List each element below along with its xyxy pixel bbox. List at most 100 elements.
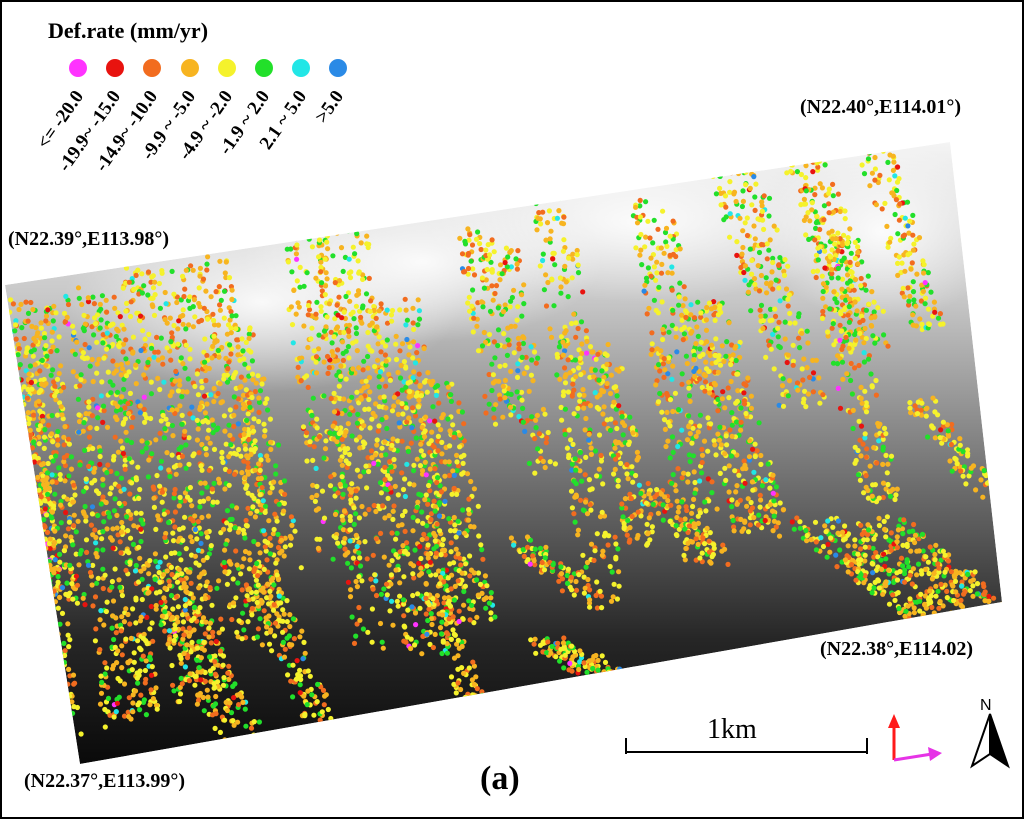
deformation-point xyxy=(391,403,397,409)
deformation-point xyxy=(353,511,359,517)
deformation-point xyxy=(35,474,41,480)
deformation-point xyxy=(611,399,617,405)
deformation-point xyxy=(706,300,713,306)
deformation-point xyxy=(30,353,36,359)
deformation-point xyxy=(196,525,202,531)
deformation-point xyxy=(80,350,86,356)
deformation-point xyxy=(669,480,675,486)
deformation-point xyxy=(61,459,67,465)
deformation-point xyxy=(720,389,726,395)
deformation-point xyxy=(357,473,363,479)
deformation-point xyxy=(77,462,83,468)
deformation-point xyxy=(82,447,88,453)
deformation-point xyxy=(127,535,134,541)
deformation-point xyxy=(31,585,38,591)
deformation-point xyxy=(747,522,753,528)
deformation-point xyxy=(565,294,571,300)
deformation-point xyxy=(277,550,283,556)
deformation-point xyxy=(209,602,215,608)
deformation-point xyxy=(161,435,167,441)
deformation-point xyxy=(197,265,203,271)
deformation-point xyxy=(408,645,414,652)
deformation-point xyxy=(745,529,752,535)
deformation-point xyxy=(340,268,346,274)
deformation-point xyxy=(27,524,33,530)
deformation-point xyxy=(583,564,589,570)
deformation-point xyxy=(357,555,363,561)
deformation-point xyxy=(795,147,801,153)
deformation-point xyxy=(166,467,172,473)
deformation-point xyxy=(789,162,796,168)
deformation-point xyxy=(215,347,221,354)
deformation-point xyxy=(199,514,205,521)
deformation-point xyxy=(321,359,327,365)
deformation-point xyxy=(25,455,31,461)
deformation-point xyxy=(182,514,188,520)
deformation-point xyxy=(27,524,34,530)
deformation-point xyxy=(670,307,676,313)
deformation-point xyxy=(415,322,421,328)
deformation-point xyxy=(188,580,194,586)
deformation-point xyxy=(153,437,159,443)
deformation-point xyxy=(400,597,407,603)
deformation-point xyxy=(177,691,184,697)
deformation-point xyxy=(336,430,342,437)
deformation-point xyxy=(722,405,728,411)
deformation-point xyxy=(508,368,514,374)
deformation-point xyxy=(341,329,347,335)
deformation-point xyxy=(529,357,535,363)
deformation-point xyxy=(49,479,55,485)
deformation-point xyxy=(61,640,67,647)
deformation-point xyxy=(5,388,9,394)
deformation-point xyxy=(313,275,319,281)
deformation-point xyxy=(169,407,175,413)
deformation-point xyxy=(177,462,183,468)
deformation-point xyxy=(353,488,359,494)
deformation-point xyxy=(324,239,330,245)
deformation-point xyxy=(110,663,117,669)
deformation-point xyxy=(144,440,150,446)
deformation-point xyxy=(221,288,228,294)
deformation-point xyxy=(23,479,30,485)
deformation-point xyxy=(358,395,364,401)
deformation-point xyxy=(187,356,193,362)
deformation-point xyxy=(515,368,521,374)
deformation-point xyxy=(492,355,498,361)
deformation-point xyxy=(842,216,848,222)
deformation-point xyxy=(191,451,197,457)
deformation-point xyxy=(309,412,315,418)
deformation-point xyxy=(353,532,359,538)
deformation-point xyxy=(11,393,17,399)
deformation-point xyxy=(415,518,421,524)
deformation-point xyxy=(28,349,34,355)
deformation-point xyxy=(871,299,877,305)
deformation-point xyxy=(558,284,564,290)
deformation-point xyxy=(172,410,178,416)
deformation-point xyxy=(189,503,195,509)
deformation-point xyxy=(673,488,679,494)
deformation-point xyxy=(798,171,805,178)
deformation-point xyxy=(667,397,674,403)
deformation-point xyxy=(27,504,33,510)
deformation-point xyxy=(314,425,320,431)
deformation-point xyxy=(724,442,730,448)
deformation-point xyxy=(519,313,525,319)
deformation-point xyxy=(316,254,322,260)
deformation-point xyxy=(9,353,15,359)
deformation-point xyxy=(180,537,186,544)
deformation-point xyxy=(417,605,423,611)
deformation-point xyxy=(316,506,322,512)
deformation-point xyxy=(25,310,32,316)
deformation-point xyxy=(392,483,398,489)
deformation-point xyxy=(785,145,792,151)
deformation-point xyxy=(704,304,710,311)
deformation-point xyxy=(316,237,323,243)
deformation-point xyxy=(816,375,822,381)
deformation-point xyxy=(27,495,33,501)
deformation-point xyxy=(716,357,722,363)
deformation-point xyxy=(49,412,55,419)
deformation-point xyxy=(411,369,417,375)
deformation-point xyxy=(173,471,179,477)
deformation-point xyxy=(314,492,320,498)
deformation-point xyxy=(727,234,733,240)
